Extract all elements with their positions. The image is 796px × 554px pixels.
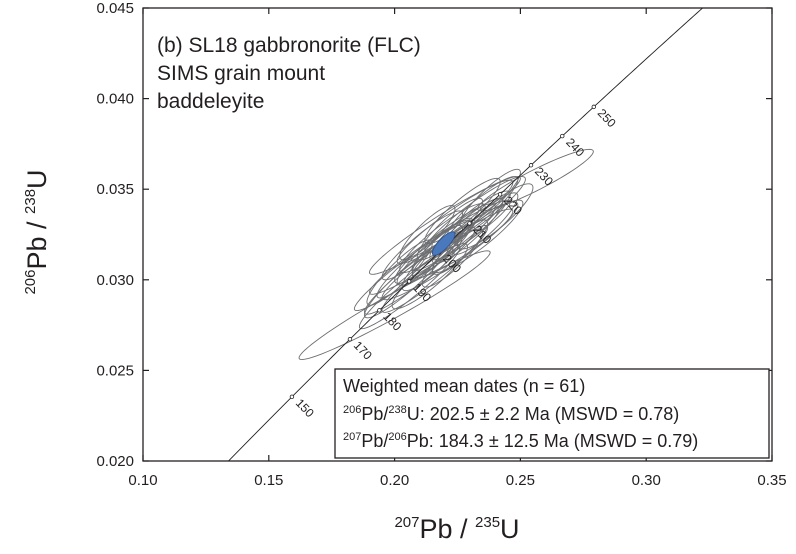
x-tick-label: 0.10	[128, 472, 157, 489]
legend-line2-sup2: 206	[388, 431, 406, 443]
error-ellipse	[353, 219, 476, 312]
legend: Weighted mean dates (n = 61) 206Pb/238U:…	[334, 368, 770, 459]
concordia-age-marker	[467, 221, 472, 226]
panel-annotation-line-3: baddeleyite	[157, 90, 264, 113]
legend-line2-sup1: 207	[343, 431, 361, 443]
error-ellipse	[421, 228, 484, 288]
panel-annotation-line-1: (b) SL18 gabbronorite (FLC)	[157, 34, 421, 57]
x-axis-title-sup2: 235	[475, 514, 500, 531]
legend-box	[334, 368, 770, 459]
error-ellipse	[452, 192, 519, 255]
plot-frame	[142, 7, 773, 462]
y-axis-title-suffix: U	[22, 169, 52, 189]
weighted-mean-group	[431, 231, 456, 256]
concordia-age-marker	[289, 394, 295, 400]
y-tick-label: 0.035	[96, 181, 134, 198]
concordia-age-marker	[377, 308, 382, 313]
error-ellipse	[366, 239, 433, 306]
error-ellipse	[381, 208, 514, 301]
error-ellipse	[368, 199, 511, 295]
y-tick-label: 0.020	[96, 453, 134, 470]
y-axis-title-sup2: 238	[22, 189, 39, 214]
error-ellipse	[399, 205, 456, 261]
y-tick-label: 0.025	[96, 362, 134, 379]
x-axis-title-suffix: U	[500, 514, 520, 544]
y-axis-title: 206Pb / 238U	[22, 169, 52, 294]
x-tick-label: 0.30	[632, 472, 661, 489]
error-ellipse	[363, 241, 451, 319]
y-tick-label: 0.040	[96, 91, 134, 108]
x-tick-label: 0.25	[506, 472, 535, 489]
x-tick-label: 0.35	[757, 472, 786, 489]
legend-line1-sup1: 206	[343, 404, 361, 416]
legend-title: Weighted mean dates (n = 61)	[343, 376, 585, 396]
legend-line2-text2: Pb: 184.3 ± 12.5 Ma (MSWD = 0.79)	[407, 431, 699, 451]
x-tick-label: 0.15	[254, 472, 283, 489]
error-ellipse	[459, 168, 521, 228]
x-axis-title-main: Pb /	[419, 514, 475, 544]
error-ellipse	[381, 225, 489, 313]
concordia-age-marker	[406, 279, 412, 284]
legend-line-206-238: 206Pb/238U: 202.5 ± 2.2 Ma (MSWD = 0.78)	[343, 404, 679, 424]
error-ellipse	[368, 176, 521, 275]
legend-line-207-206: 207Pb/206Pb: 184.3 ± 12.5 Ma (MSWD = 0.7…	[343, 431, 698, 451]
x-axis-title: 207Pb / 235U	[394, 514, 519, 544]
legend-line1-sup2: 238	[388, 404, 406, 416]
legend-line2-text1: Pb/	[361, 431, 388, 451]
error-ellipse	[424, 177, 501, 245]
y-tick-label: 0.045	[96, 0, 134, 17]
y-axis-ticks: 0.020 0.025 0.030 0.035 0.040 0.045	[96, 0, 772, 470]
concordia-age-marker	[497, 192, 503, 197]
x-axis-ticks: 0.10 0.15 0.20 0.25 0.30 0.35	[128, 8, 787, 489]
concordia-age-marker	[591, 104, 596, 110]
error-ellipse	[431, 197, 504, 264]
weighted-mean-ellipse	[431, 231, 456, 256]
y-axis-title-sup1: 206	[22, 270, 39, 295]
error-ellipse	[391, 243, 469, 310]
x-axis-title-sup1: 207	[394, 514, 419, 531]
x-tick-label: 0.20	[380, 472, 409, 489]
error-ellipse	[411, 224, 463, 277]
y-tick-label: 0.030	[96, 272, 134, 289]
panel-annotation-line-2: SIMS grain mount	[157, 62, 325, 85]
legend-line1-text2: U: 202.5 ± 2.2 Ma (MSWD = 0.78)	[407, 404, 679, 424]
concordia-age-marker	[528, 163, 534, 168]
y-axis-title-main: Pb /	[22, 214, 52, 270]
concordia-age-marker	[347, 336, 353, 342]
error-ellipse	[298, 250, 491, 360]
legend-line1-text1: Pb/	[361, 404, 388, 424]
error-ellipse	[431, 199, 524, 274]
concordia-age-marker	[560, 133, 565, 139]
